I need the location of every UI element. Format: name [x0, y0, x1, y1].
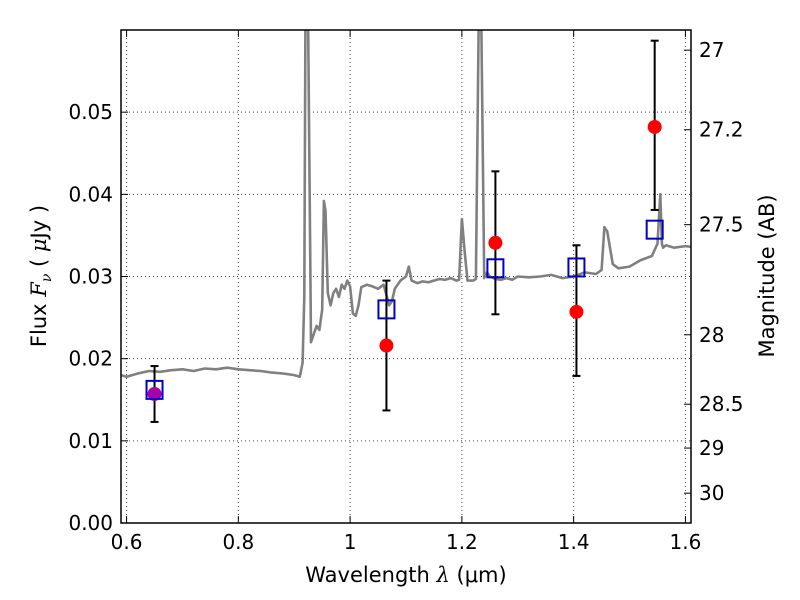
model-point	[486, 258, 505, 279]
x-tick-label: 1.2	[446, 530, 478, 554]
observed-point	[569, 304, 584, 319]
mag-tick-label: 27.2	[699, 118, 744, 142]
model-point	[145, 379, 164, 400]
mag-tick-label: 29	[699, 436, 724, 460]
observed-points	[147, 119, 662, 401]
observed-point	[147, 386, 162, 401]
spectrum-line	[121, 30, 691, 378]
y-tick-label: 0.01	[68, 429, 113, 453]
observed-point	[488, 235, 503, 250]
mag-tick-label: 28.5	[699, 392, 744, 416]
plot-area	[121, 30, 691, 423]
observed-point	[379, 338, 394, 353]
axis-ticks: 0.6 0.8 1 1.2 1.4 1.6 0.00 0.01 0.02 0.03 0.04 0.05…	[68, 30, 744, 554]
y-tick-label: 0.00	[68, 511, 113, 535]
left-axis-label: Flux Fν ( μJy )	[27, 205, 55, 347]
model-points	[145, 219, 664, 400]
x-tick-label: 1.4	[558, 530, 590, 554]
mag-tick-label: 27.5	[699, 213, 744, 237]
model-point	[645, 219, 664, 240]
y-tick-label: 0.03	[68, 265, 113, 289]
model-point	[567, 257, 586, 278]
right-axis-label: Magnitude (AB)	[755, 194, 779, 357]
x-tick-label: 1.6	[670, 530, 702, 554]
y-tick-label: 0.04	[68, 182, 113, 206]
y-tick-label: 0.05	[68, 100, 113, 124]
x-tick-label: 0.6	[111, 530, 143, 554]
mag-tick-label: 28	[699, 323, 724, 347]
y-tick-label: 0.02	[68, 347, 113, 371]
model-point	[377, 299, 396, 320]
mag-tick-label: 30	[699, 481, 724, 505]
x-axis-label: Wavelength λ (μm)	[305, 563, 506, 587]
x-tick-label: 0.8	[222, 530, 254, 554]
mag-tick-label: 27	[699, 38, 724, 62]
x-tick-label: 1	[344, 530, 357, 554]
observed-point	[647, 119, 662, 134]
error-bars	[150, 39, 659, 423]
